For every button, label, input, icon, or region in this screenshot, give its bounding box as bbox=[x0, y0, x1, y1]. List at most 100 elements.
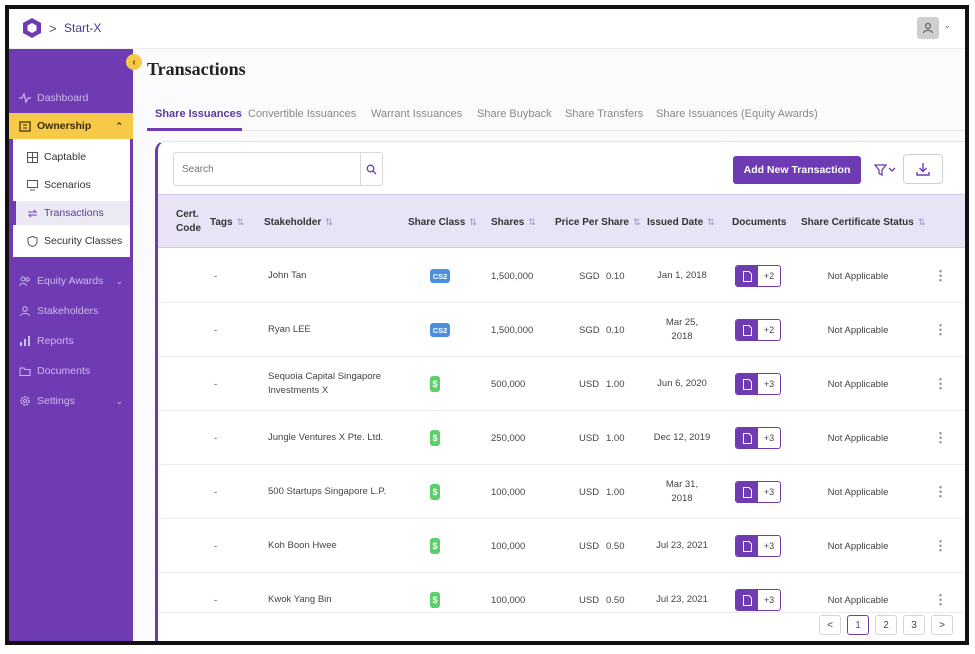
documents-button[interactable]: +3 bbox=[735, 535, 781, 557]
sort-icon[interactable]: ⇅ bbox=[469, 216, 477, 227]
sort-icon[interactable]: ⇅ bbox=[707, 216, 715, 227]
stakeholder-cell[interactable]: Koh Boon Hwee bbox=[268, 540, 337, 551]
sidebar-item-settings[interactable]: Settings ⌄ bbox=[9, 390, 133, 412]
column-header-issued-date[interactable]: Issued Date ⇅ bbox=[647, 195, 715, 249]
column-header-share-class[interactable]: Share Class ⇅ bbox=[408, 195, 477, 249]
search-button[interactable] bbox=[360, 153, 382, 185]
filter-button[interactable] bbox=[870, 158, 900, 182]
app-window: > Start-X ⌄ Dashboard Ownership ⌃ Equity… bbox=[5, 5, 969, 645]
pagination-page-3[interactable]: 3 bbox=[903, 615, 925, 635]
issued-date-cell: Dec 12, 2019 bbox=[653, 432, 711, 443]
submenu-item-security-classes[interactable]: Security Classes bbox=[13, 229, 130, 253]
row-actions-button[interactable]: ⋮ bbox=[934, 465, 947, 519]
download-button[interactable] bbox=[903, 154, 943, 184]
share-class-badge[interactable]: CS2 bbox=[430, 269, 450, 283]
column-header-cert-code[interactable]: Cert. Code bbox=[176, 195, 208, 249]
column-header-shares[interactable]: Shares ⇅ bbox=[491, 195, 536, 249]
search-input[interactable] bbox=[174, 153, 360, 185]
pagination-prev-button[interactable]: < bbox=[819, 615, 841, 635]
share-class-badge[interactable]: CS2 bbox=[430, 323, 450, 337]
sidebar-item-stakeholders[interactable]: Stakeholders bbox=[9, 300, 133, 322]
sidebar-item-reports[interactable]: Reports bbox=[9, 330, 133, 352]
documents-button[interactable]: +3 bbox=[735, 481, 781, 503]
submenu-item-transactions[interactable]: Transactions bbox=[13, 201, 130, 225]
tab-warrant-issuances[interactable]: Warrant Issuances bbox=[371, 108, 463, 120]
documents-button[interactable]: +3 bbox=[735, 589, 781, 611]
documents-button[interactable]: +2 bbox=[735, 319, 781, 341]
share-class-cell: $ bbox=[430, 357, 440, 411]
tab-share-transfers[interactable]: Share Transfers bbox=[565, 108, 644, 120]
sort-icon[interactable]: ⇅ bbox=[917, 216, 926, 227]
cert-status-cell: Not Applicable bbox=[827, 324, 889, 336]
sort-icon[interactable]: ⇅ bbox=[236, 216, 245, 227]
tab-share-issuances[interactable]: Share Issuances bbox=[155, 108, 242, 120]
tags-cell: - bbox=[214, 270, 218, 282]
submenu-item-label: Scenarios bbox=[44, 179, 91, 191]
currency-cell: USD bbox=[579, 540, 600, 552]
row-actions-button[interactable]: ⋮ bbox=[934, 573, 947, 612]
row-actions-button[interactable]: ⋮ bbox=[934, 357, 947, 411]
column-header-tags[interactable]: Tags ⇅ bbox=[210, 195, 244, 249]
sort-icon[interactable]: ⇅ bbox=[325, 216, 333, 227]
add-new-transaction-button[interactable]: Add New Transaction bbox=[733, 156, 861, 184]
stakeholder-cell[interactable]: Kwok Yang Bin bbox=[268, 594, 332, 605]
tab-convertible-issuances[interactable]: Convertible Issuances bbox=[248, 108, 357, 120]
sidebar-item-documents[interactable]: Documents bbox=[9, 360, 133, 382]
more-vertical-icon: ⋮ bbox=[934, 538, 947, 553]
column-header-stakeholder[interactable]: Stakeholder ⇅ bbox=[264, 195, 333, 249]
pagination-page-1[interactable]: 1 bbox=[847, 615, 869, 635]
chevron-down-icon[interactable]: ⌄ bbox=[943, 20, 951, 30]
stakeholder-cell[interactable]: John Tan bbox=[268, 270, 307, 281]
row-actions-button[interactable]: ⋮ bbox=[934, 303, 947, 357]
sidebar-item-dashboard[interactable]: Dashboard bbox=[9, 87, 133, 109]
documents-button[interactable]: +2 bbox=[735, 265, 781, 287]
sort-icon[interactable]: ⇅ bbox=[632, 216, 641, 227]
table-row[interactable]: - Ryan LEE CS2 1,500,000 SGD 0.10 Mar 25, 2018… bbox=[158, 303, 965, 357]
share-class-badge[interactable]: $ bbox=[430, 538, 440, 554]
stakeholder-cell[interactable]: 500 Startups Singapore L.P. bbox=[268, 486, 387, 497]
share-class-badge[interactable]: $ bbox=[430, 592, 440, 608]
stakeholder-cell[interactable]: Jungle Ventures X Pte. Ltd. bbox=[268, 432, 384, 443]
column-header-price-per-share[interactable]: Price Per Share ⇅ bbox=[555, 195, 640, 249]
breadcrumb[interactable]: Start-X bbox=[64, 21, 102, 35]
ownership-submenu: Captable Scenarios Transactions Security… bbox=[13, 139, 130, 257]
sidebar-item-equity-awards[interactable]: Equity Awards ⌄ bbox=[9, 270, 133, 292]
stakeholder-cell[interactable]: Ryan LEE bbox=[268, 324, 311, 335]
pagination-next-button[interactable]: > bbox=[931, 615, 953, 635]
tab-share-issuances-equity-awards[interactable]: Share Issuances (Equity Awards) bbox=[656, 108, 818, 120]
table-row[interactable]: - Koh Boon Hwee $100,000 USD 0.50 Jul 23, 202… bbox=[158, 519, 965, 573]
share-class-badge[interactable]: $ bbox=[430, 376, 440, 392]
tab-share-buyback[interactable]: Share Buyback bbox=[477, 108, 552, 120]
documents-count: +3 bbox=[763, 433, 775, 443]
issued-date-cell: Jul 23, 2021 bbox=[656, 540, 708, 551]
shield-icon bbox=[27, 235, 38, 247]
share-class-badge[interactable]: $ bbox=[430, 430, 440, 446]
share-class-badge[interactable]: $ bbox=[430, 484, 440, 500]
table-row[interactable]: - John Tan CS2 1,500,000 SGD 0.10 Jan 1, 2018 +… bbox=[158, 249, 965, 303]
documents-button[interactable]: +3 bbox=[735, 373, 781, 395]
search-box bbox=[173, 152, 383, 186]
table-row[interactable]: - 500 Startups Singapore L.P. $100,000 USD 1… bbox=[158, 465, 965, 519]
column-header-documents: Documents bbox=[732, 195, 786, 249]
submenu-item-captable[interactable]: Captable bbox=[13, 145, 130, 169]
app-logo-icon[interactable] bbox=[21, 17, 43, 39]
sidebar-item-label: Documents bbox=[37, 365, 91, 377]
row-actions-button[interactable]: ⋮ bbox=[934, 411, 947, 465]
table-row[interactable]: - Jungle Ventures X Pte. Ltd. $250,000 USD 1… bbox=[158, 411, 965, 465]
shares-cell: 100,000 bbox=[491, 486, 526, 498]
submenu-item-scenarios[interactable]: Scenarios bbox=[13, 173, 130, 197]
folder-icon bbox=[19, 367, 31, 376]
sidebar-item-ownership[interactable]: Ownership ⌃ bbox=[9, 113, 133, 139]
avatar[interactable] bbox=[917, 17, 939, 39]
pagination-page-2[interactable]: 2 bbox=[875, 615, 897, 635]
cert-status-cell: Not Applicable bbox=[827, 540, 889, 552]
sort-icon[interactable]: ⇅ bbox=[528, 216, 536, 227]
sidebar-collapse-button[interactable]: ‹ bbox=[126, 54, 142, 70]
table-row[interactable]: - Sequoia Capital Singapore Investments X… bbox=[158, 357, 965, 411]
row-actions-button[interactable]: ⋮ bbox=[934, 249, 947, 303]
documents-button[interactable]: +3 bbox=[735, 427, 781, 449]
stakeholder-cell[interactable]: Sequoia Capital Singapore Investments X bbox=[268, 371, 382, 396]
table-row[interactable]: - Kwok Yang Bin $100,000 USD 0.50 Jul 23, 202… bbox=[158, 573, 965, 613]
column-header-cert-status[interactable]: Share Certificate Status ⇅ bbox=[801, 195, 925, 249]
row-actions-button[interactable]: ⋮ bbox=[934, 519, 947, 573]
